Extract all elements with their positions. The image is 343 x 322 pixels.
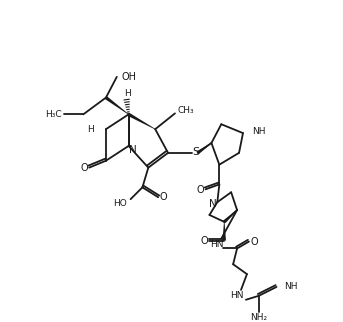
Polygon shape (223, 210, 237, 223)
Text: O: O (250, 237, 258, 247)
Text: H₃C: H₃C (45, 110, 61, 119)
Polygon shape (197, 143, 212, 154)
Text: NH: NH (284, 282, 298, 291)
Text: H: H (87, 125, 94, 134)
Text: NH₂: NH₂ (250, 313, 267, 322)
Text: HN: HN (230, 291, 244, 300)
Text: S: S (192, 147, 199, 157)
Text: O: O (80, 163, 88, 173)
Text: HN: HN (211, 240, 224, 249)
Text: O: O (201, 236, 208, 246)
Text: CH₃: CH₃ (178, 106, 194, 115)
Polygon shape (223, 222, 226, 241)
Text: O: O (159, 192, 167, 202)
Text: N: N (209, 199, 216, 209)
Text: OH: OH (122, 72, 137, 82)
Text: N: N (129, 145, 137, 155)
Text: H: H (124, 89, 131, 98)
Text: HO: HO (113, 199, 127, 208)
Text: O: O (197, 185, 204, 195)
Polygon shape (105, 96, 129, 115)
Polygon shape (128, 113, 155, 129)
Text: NH: NH (252, 127, 265, 136)
